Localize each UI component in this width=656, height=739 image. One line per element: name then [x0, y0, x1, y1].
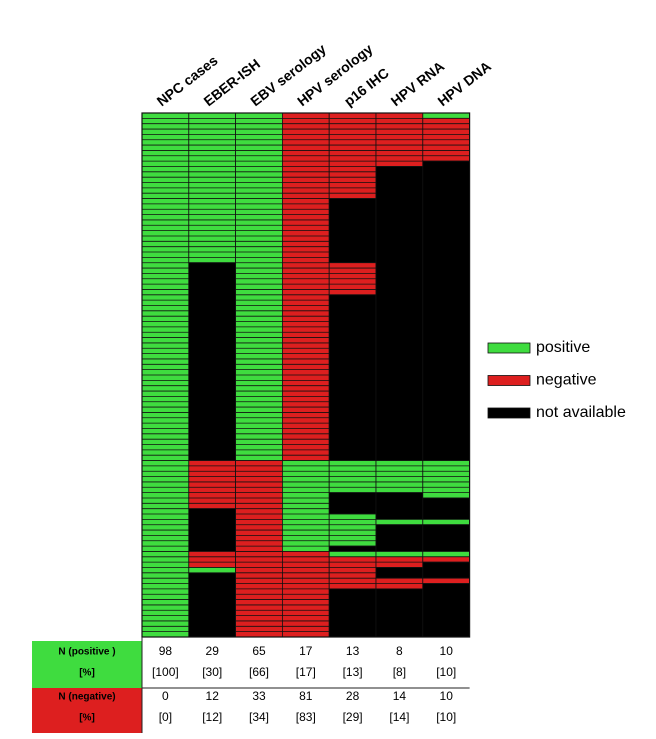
cell-segment [328, 198, 377, 264]
cell-segment [188, 572, 237, 638]
legend-swatch [487, 407, 531, 419]
table-cell: [29] [343, 710, 363, 724]
cell-segment [422, 561, 470, 579]
legend-label: not available [536, 404, 626, 421]
table-cell: 10 [440, 644, 454, 658]
table-cell: 8 [396, 644, 403, 658]
cell-segment [422, 524, 470, 552]
table-cell: 28 [346, 689, 360, 703]
table-cell: 17 [299, 644, 313, 658]
cell-segment [375, 551, 424, 558]
cell-segment [188, 262, 237, 461]
grid-border [141, 112, 471, 638]
cell-segment [375, 518, 424, 526]
cell-segment [328, 588, 377, 638]
table-cell: 12 [206, 689, 220, 703]
cell-segment [375, 567, 424, 579]
cell-segment [375, 492, 424, 520]
table-cell: [83] [296, 710, 316, 724]
cell-segment [328, 545, 377, 552]
legend-label: positive [536, 339, 590, 356]
table-cell: 0 [162, 689, 169, 703]
table-cell: 81 [299, 689, 313, 703]
cell-segment [235, 460, 283, 638]
cell-segment [188, 508, 237, 552]
table-neg-bg [32, 688, 142, 733]
cell-segment [281, 460, 330, 552]
cell-segment [328, 492, 377, 515]
table-cell: [0] [159, 710, 172, 724]
table-cell: [10] [436, 665, 456, 679]
table-cell: [66] [249, 665, 269, 679]
cell-segment [235, 112, 283, 461]
cell-segment [281, 112, 330, 461]
table-cell: 14 [393, 689, 407, 703]
table-cell: [10] [436, 710, 456, 724]
cell-segment [188, 567, 237, 574]
table-cell: 98 [159, 644, 173, 658]
cell-segment [188, 460, 237, 510]
table-cell: [14] [389, 710, 409, 724]
cell-segment [422, 556, 470, 563]
table-cell: 65 [252, 644, 266, 658]
cell-segment [422, 160, 470, 461]
legend-label: negative [536, 372, 597, 389]
table-row-label: [%] [79, 713, 95, 724]
table-cell: [8] [393, 665, 406, 679]
cell-segment [188, 551, 237, 568]
table-cell: 33 [252, 689, 266, 703]
table-cell: [17] [296, 665, 316, 679]
cell-segment [422, 518, 470, 526]
cell-segment [375, 588, 424, 638]
table-cell: 13 [346, 644, 360, 658]
table-cell: 29 [206, 644, 220, 658]
legend-swatch [487, 342, 531, 354]
cell-segment [422, 577, 470, 584]
cell-segment [422, 551, 470, 558]
cell-segment [375, 166, 424, 461]
table-pos-bg [32, 641, 142, 688]
cell-segment [375, 524, 424, 552]
column-header: HPV DNA [434, 58, 494, 109]
table-row-label: [%] [79, 668, 95, 679]
table-cell: [30] [202, 665, 222, 679]
cell-segment [422, 497, 470, 520]
table-cell: 10 [440, 689, 454, 703]
table-cell: [34] [249, 710, 269, 724]
table-row-label: N (negative) [58, 692, 115, 703]
legend-swatch [487, 375, 531, 386]
table-cell: [12] [202, 710, 222, 724]
table-row-label: N (positive ) [58, 647, 115, 658]
cell-segment [422, 112, 470, 119]
cell-segment [328, 551, 377, 558]
cell-segment [328, 294, 377, 461]
cell-segment [422, 583, 470, 638]
table-cell: [13] [343, 665, 363, 679]
table-cell: [100] [152, 665, 179, 679]
